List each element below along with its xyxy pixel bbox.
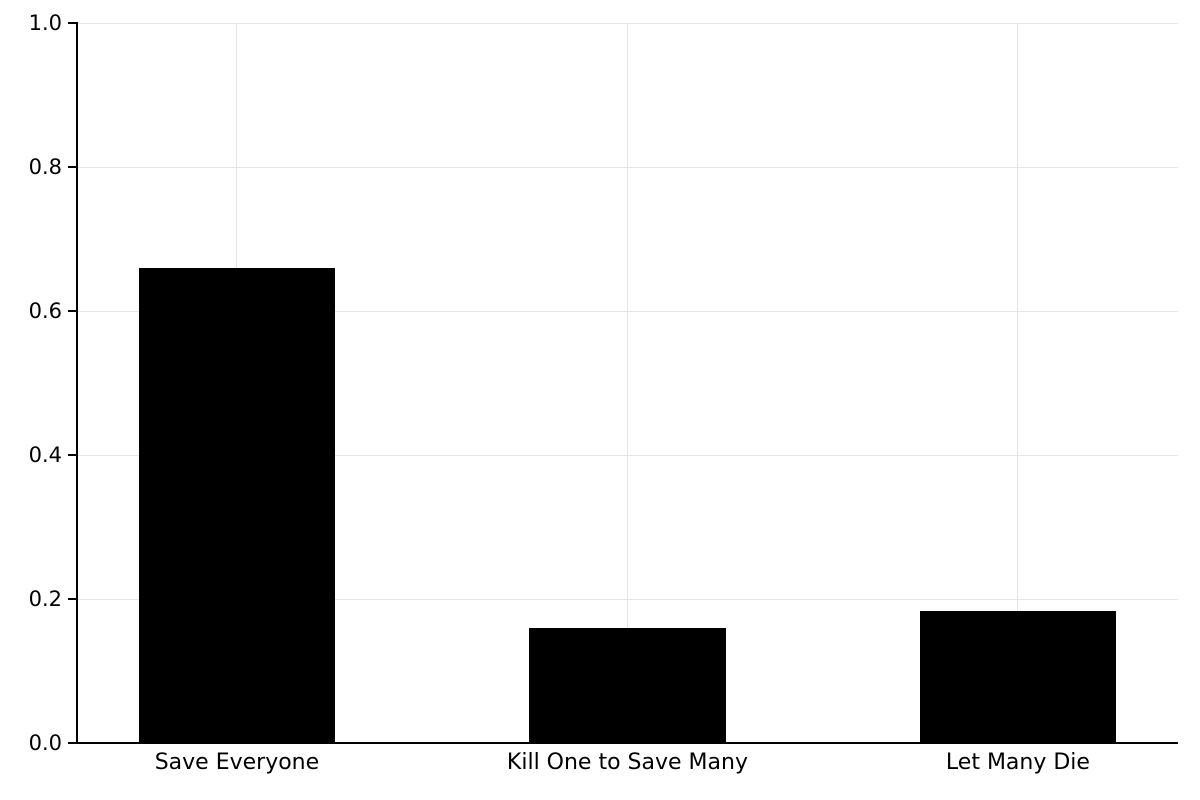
horizontal-gridline xyxy=(78,598,1178,600)
y-tick-label: 0.0 xyxy=(28,731,62,755)
plot-area xyxy=(78,22,1178,744)
y-tick-label: 0.8 xyxy=(28,155,62,179)
y-tick-mark xyxy=(68,598,78,600)
y-tick-mark xyxy=(68,742,78,744)
horizontal-gridline xyxy=(78,454,1178,456)
y-tick-label: 0.4 xyxy=(28,443,62,467)
horizontal-gridline xyxy=(78,166,1178,168)
y-tick-mark xyxy=(68,22,78,24)
x-category-label: Kill One to Save Many xyxy=(506,750,748,775)
x-category-label: Save Everyone xyxy=(154,750,320,775)
y-tick-label: 1.0 xyxy=(28,11,62,35)
y-tick-label: 0.6 xyxy=(28,299,62,323)
bar-2 xyxy=(919,610,1117,743)
bar-0 xyxy=(138,267,336,743)
vertical-gridline xyxy=(1017,23,1019,743)
y-tick-mark xyxy=(68,454,78,456)
y-tick-mark xyxy=(68,166,78,168)
x-category-label: Let Many Die xyxy=(945,750,1090,775)
horizontal-gridline xyxy=(78,310,1178,312)
y-axis-spine xyxy=(76,23,78,744)
y-tick-label: 0.2 xyxy=(28,587,62,611)
y-tick-mark xyxy=(68,310,78,312)
x-axis-spine xyxy=(76,742,1178,744)
vertical-gridline xyxy=(626,23,628,743)
bar-1 xyxy=(529,627,726,743)
horizontal-gridline xyxy=(78,22,1178,24)
